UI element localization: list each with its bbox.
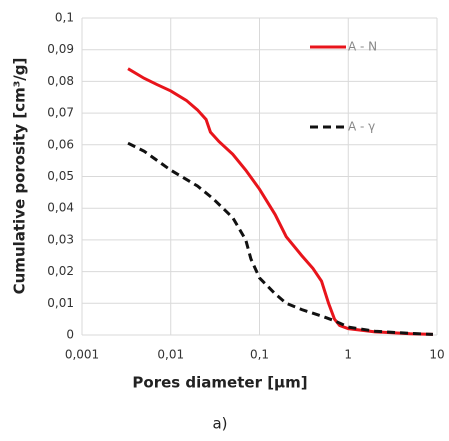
x-tick-label: 0,001 (65, 348, 99, 362)
caption: a) (212, 415, 227, 433)
y-tick-label: 0,02 (47, 264, 74, 278)
x-tick-label: 0,1 (250, 348, 269, 362)
x-tick-label: 10 (429, 348, 444, 362)
y-tick-label: 0,1 (55, 11, 74, 25)
data-line (127, 67, 433, 336)
y-tick-label: 0,09 (47, 42, 74, 56)
x-tick-label: 0,01 (157, 348, 184, 362)
y-tick-label: 0,06 (47, 137, 74, 151)
x-tick-label: 1 (344, 348, 352, 362)
legend-label: A - γ (348, 120, 375, 134)
legend-label: A - N (348, 40, 377, 54)
y-axis-label: Cumulative porosity [cm³/g] (11, 58, 29, 295)
y-tick-label: 0 (66, 328, 74, 342)
data-line (127, 141, 434, 336)
y-tick-label: 0,04 (47, 201, 74, 215)
y-tick-label: 0,03 (47, 232, 74, 246)
y-tick-label: 0,01 (47, 296, 74, 310)
x-axis-label: Pores diameter [µm] (132, 374, 307, 392)
y-tick-label: 0,07 (47, 106, 74, 120)
y-tick-label: 0,08 (47, 74, 74, 88)
y-tick-label: 0,05 (47, 169, 74, 183)
